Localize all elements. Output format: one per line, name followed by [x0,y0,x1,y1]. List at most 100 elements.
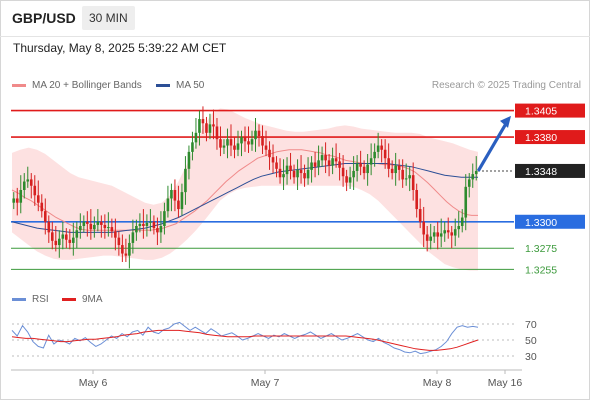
projection-arrow-line [476,121,509,172]
candle-body [324,155,327,161]
candle-body [376,145,380,152]
support-label: 1.3255 [525,264,557,276]
candle-body [43,211,47,222]
projection-arrow-head [500,115,511,128]
candle-body [264,145,268,150]
candle-body [110,227,114,232]
candle-body [47,221,51,233]
last-price-label: 1.3348 [525,166,557,178]
candle-body [275,162,278,169]
legend-rsi-ma: 9MA [62,294,103,305]
candle-body [93,224,96,230]
resistance-label-box [515,103,585,118]
candle-body [142,223,145,226]
candle-body [100,221,103,225]
candle-body [208,124,212,133]
candle-body [278,168,282,178]
candle-body [369,158,373,165]
candle-body [89,223,93,230]
rsi-ma-label: 9MA [82,294,103,305]
candle-body [467,179,471,187]
x-tick-label: May 7 [251,377,280,389]
resistance-label: 1.3405 [525,106,557,118]
candle-body [29,179,33,186]
timeframe-badge[interactable]: 30 MIN [82,6,135,30]
candle-body [408,175,411,179]
candle-body [107,227,110,229]
candle-body [460,217,464,226]
candle-body [191,142,194,152]
candle-body [86,221,89,224]
candle-body [138,223,142,226]
candle-body [240,137,243,144]
candle-body [306,169,310,179]
header-divider [0,36,590,37]
rsi-swatch [12,297,26,301]
candle-body [394,165,397,174]
rsi-ma-swatch [62,297,76,301]
candle-body [19,190,23,203]
candle-body [366,164,369,174]
candle-body [128,242,131,256]
candle-body [54,240,58,246]
candle-body [198,119,201,133]
candle-body [152,221,156,229]
candle-body [40,202,44,212]
candle-body [320,155,324,161]
candle-body [261,136,264,146]
candle-body [68,239,72,243]
candle-body [443,230,447,234]
legend-ma50: MA 50 [156,80,204,91]
candle-body [163,211,166,226]
candle-body [317,160,320,167]
candle-body [250,139,254,145]
rsi-tick-label: 50 [525,335,537,347]
rsi-label: RSI [32,294,49,305]
candle-body [229,139,233,146]
candle-body [58,238,61,246]
resistance-label: 1.3380 [525,132,557,144]
candle-body [180,192,184,210]
candle-body [425,234,429,241]
candle-body [292,170,296,178]
candle-body [296,169,299,178]
ma20-label: MA 20 + Bollinger Bands [32,80,142,91]
candle-body [82,221,86,226]
resistance-label-box [515,130,585,145]
candle-body [299,169,303,174]
candle-body [471,174,475,180]
rsi-panel: 70 50 30 [11,319,537,363]
candle-body [215,126,219,140]
candle-body [418,209,422,222]
candle-body [373,151,376,159]
candle-body [387,158,390,169]
symbol-title: GBP/USD [12,10,76,26]
legend-rsi: RSI [12,294,49,305]
candle-body [222,145,226,148]
candle-body [170,190,173,199]
candle-body [474,170,478,175]
ma50-line [11,163,478,233]
pivot-label-box [515,214,585,229]
candle-body [114,231,117,238]
candle-body [429,236,432,241]
datetime-label: Thursday, May 8, 2025 5:39:22 AM CET [13,41,227,55]
candle-body [12,198,16,203]
candle-body [453,229,457,236]
candle-body [457,226,461,230]
candle-body [124,253,128,256]
candle-body [135,226,138,233]
candle-body [355,163,359,171]
candle-body [15,198,19,203]
candle-body [184,168,187,193]
candle-body [464,186,468,218]
candle-body [156,228,159,233]
candle-body [254,130,257,140]
candle-body [282,174,285,178]
candle-body [362,166,366,174]
candle-body [26,179,30,182]
candle-body [236,143,240,150]
candle-body [173,190,177,201]
credit-label: Research © 2025 Trading Central [431,80,581,91]
